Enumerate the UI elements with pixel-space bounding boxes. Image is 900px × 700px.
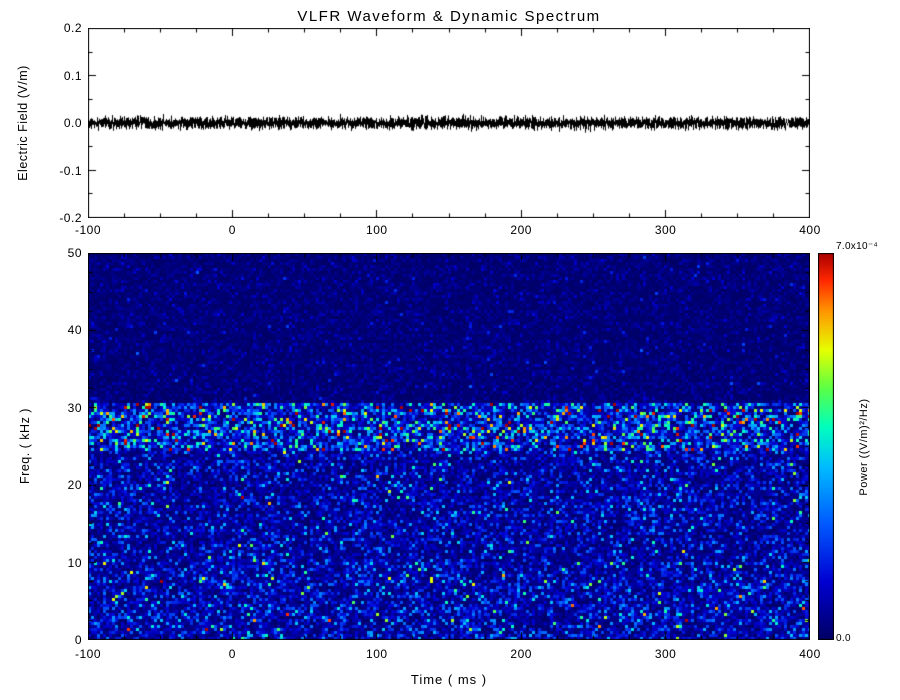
- spectrum-xtick-label: 200: [510, 647, 532, 661]
- spectrum-xtick-label: -100: [74, 647, 102, 661]
- spectrum-xtick-label: 100: [366, 647, 388, 661]
- spectrum-ytick-label: 20: [67, 478, 82, 493]
- waveform-xtick-label: 0: [228, 223, 236, 237]
- colorbar-gradient: [818, 253, 834, 640]
- waveform-y-axis-label: Electric Field (V/m): [16, 65, 30, 181]
- colorbar-max-label: 7.0x10⁻⁴: [836, 241, 878, 252]
- waveform-xtick-label: -100: [74, 223, 102, 237]
- spectrogram-plot: [88, 253, 810, 640]
- spectrum-xtick-label: 400: [799, 647, 821, 661]
- spectrum-xtick-label: 0: [228, 647, 236, 661]
- waveform-plot: [88, 28, 810, 218]
- spectrum-ytick-label: 10: [67, 555, 82, 570]
- spectrum-ytick-label: 40: [67, 323, 82, 338]
- spectrum-y-axis-label: Freq. ( kHz ): [18, 408, 32, 484]
- waveform-xtick-label: 400: [799, 223, 821, 237]
- waveform-xtick-label: 300: [654, 223, 677, 237]
- spectrum-ytick-label: 50: [67, 246, 82, 260]
- waveform-ytick-label: -0.2: [59, 211, 82, 225]
- waveform-ytick-label: -0.1: [59, 163, 82, 178]
- chart-title: VLFR Waveform & Dynamic Spectrum: [297, 8, 601, 25]
- colorbar-min-label: 0.0: [836, 633, 851, 644]
- spectrum-ytick-label: 0: [74, 633, 82, 647]
- waveform-ytick-label: 0.0: [63, 116, 82, 130]
- spectrum-ytick-label: 30: [67, 400, 82, 415]
- waveform-ytick-label: 0.2: [63, 21, 82, 35]
- waveform-xtick-label: 100: [366, 223, 388, 237]
- waveform-xtick-label: 200: [510, 223, 532, 237]
- spectrum-xtick-label: 300: [654, 647, 677, 661]
- time-axis-label: Time ( ms ): [410, 672, 488, 687]
- waveform-ytick-label: 0.1: [63, 68, 82, 83]
- colorbar-axis-label: Power ((V/m)²/Hz): [858, 398, 870, 496]
